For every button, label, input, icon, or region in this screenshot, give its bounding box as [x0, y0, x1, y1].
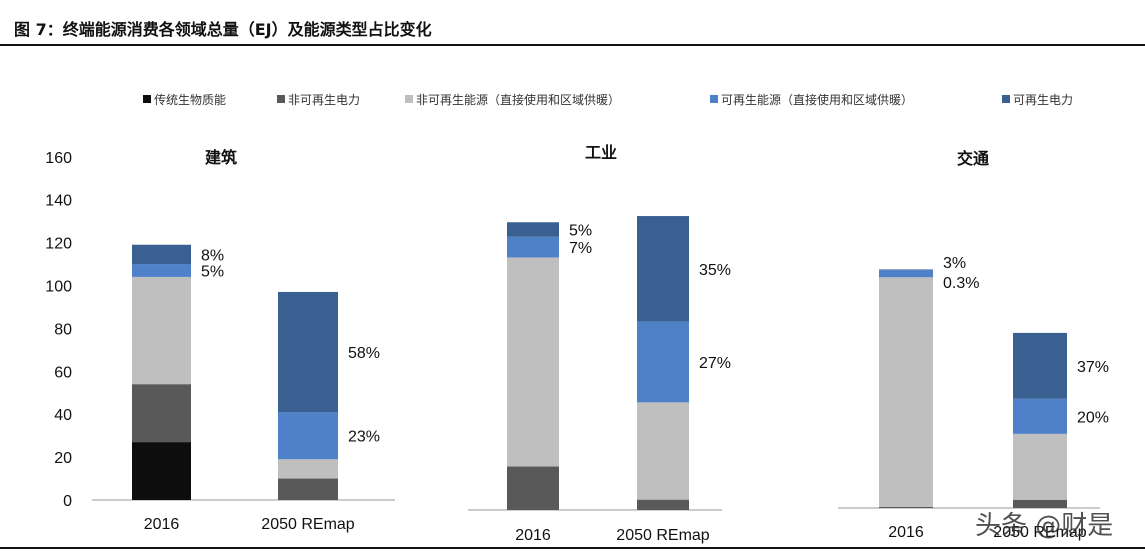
y-tick-label: 20	[54, 450, 72, 467]
bar-segment	[507, 466, 559, 510]
bar-segment	[879, 277, 933, 507]
legend-swatch	[1002, 95, 1010, 103]
y-tick-label: 40	[54, 407, 72, 424]
bar-segment	[278, 291, 338, 413]
bar-segment	[132, 276, 191, 385]
x-tick-label: 2050 REmap	[993, 524, 1086, 541]
y-tick-label: 120	[45, 236, 72, 253]
bar-segment	[1013, 433, 1067, 500]
bottom-rule	[0, 547, 1145, 549]
bar-segment	[507, 236, 559, 258]
bar-segment	[132, 244, 191, 265]
legend-label: 传统生物质能	[154, 92, 226, 107]
watermark: 头条 @财是	[975, 511, 1114, 541]
y-tick-label: 60	[54, 364, 72, 381]
legend-swatch	[405, 95, 413, 103]
bar-segment	[1013, 332, 1067, 399]
data-label: 8%	[201, 247, 224, 264]
data-label: 5%	[569, 223, 592, 240]
y-tick-label: 160	[45, 150, 72, 167]
bar-segment	[132, 442, 191, 500]
data-label: 3%	[943, 255, 966, 272]
bar-segment	[879, 269, 933, 271]
top-rule	[0, 44, 1145, 46]
y-tick-label: 80	[54, 321, 72, 338]
data-label: 37%	[1077, 359, 1109, 376]
bar-segment	[278, 459, 338, 479]
data-label: 23%	[348, 429, 380, 446]
panel-title: 工业	[585, 143, 617, 162]
bar-segment	[507, 222, 559, 237]
data-label: 7%	[569, 240, 592, 257]
legend-swatch	[277, 95, 285, 103]
panel-title: 建筑	[205, 148, 237, 167]
legend-label: 可再生电力	[1013, 93, 1073, 107]
bar-segment	[278, 478, 338, 500]
legend-swatch	[143, 95, 151, 103]
data-label: 5%	[201, 263, 224, 280]
bar-segment	[879, 270, 933, 278]
data-label: 0.3%	[943, 275, 979, 292]
bar-segment	[132, 264, 191, 277]
bar-segment	[637, 216, 689, 322]
legend-label: 可再生能源（直接使用和区域供暖）	[721, 92, 913, 107]
x-tick-label: 2016	[144, 516, 180, 533]
x-tick-label: 2050 REmap	[261, 516, 354, 533]
data-label: 35%	[699, 262, 731, 279]
x-tick-label: 2016	[888, 524, 924, 541]
x-tick-label: 2016	[515, 527, 551, 544]
panel-title: 交通	[957, 149, 989, 168]
legend-label: 非可再生电力	[288, 93, 360, 107]
legend-swatch	[710, 95, 718, 103]
data-label: 20%	[1077, 409, 1109, 426]
legend-label: 非可再生能源（直接使用和区域供暖）	[416, 92, 620, 107]
data-label: 27%	[699, 355, 731, 372]
bar-segment	[1013, 398, 1067, 434]
x-tick-label: 2050 REmap	[616, 527, 709, 544]
data-label: 58%	[348, 345, 380, 362]
bar-segment	[132, 384, 191, 443]
y-tick-label: 140	[45, 193, 72, 210]
bar-segment	[507, 257, 559, 467]
bar-segment	[637, 402, 689, 500]
bar-segment	[637, 499, 689, 510]
y-tick-label: 100	[45, 279, 72, 296]
bar-segment	[1013, 499, 1067, 508]
y-tick-label: 0	[63, 493, 72, 510]
bar-segment	[879, 506, 933, 508]
bar-segment	[637, 321, 689, 403]
figure-title: 图 7：终端能源消费各领域总量（EJ）及能源类型占比变化	[14, 20, 432, 39]
bar-segment	[278, 412, 338, 460]
